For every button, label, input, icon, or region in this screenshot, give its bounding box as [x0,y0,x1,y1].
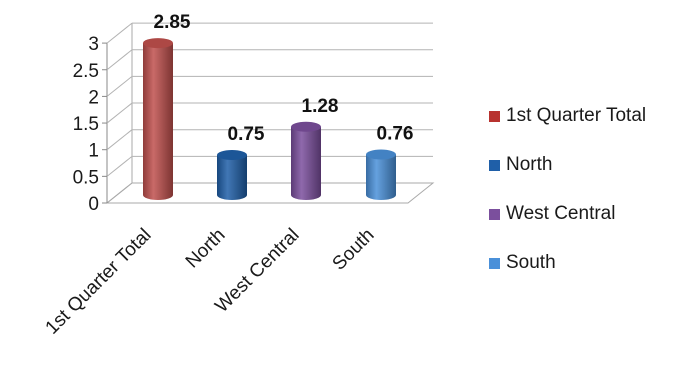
gridlines [106,22,433,177]
bar-west-central [291,121,321,200]
y-axis-ticks: 0 0.5 1 1.5 2 2.5 3 [73,34,107,215]
x-tick-label: 1st Quarter Total [42,225,156,339]
bar-body [143,43,173,200]
floor [105,182,435,204]
y-tick-label: 2.5 [73,61,99,82]
legend-label: North [506,154,553,175]
legend-swatch [489,110,500,122]
legend: 1st Quarter Total North West Central Sou… [489,104,697,300]
legend-swatch [489,159,500,171]
bar-1st-quarter-total [143,38,173,200]
legend-item-west-central: West Central [489,202,697,226]
y-tick-label: 2 [88,87,99,108]
bar-top [366,149,396,160]
legend-item-1st-quarter-total: 1st Quarter Total [489,104,697,128]
gridline-side [106,22,133,44]
y-tick-label: 1.5 [73,114,99,135]
bars [143,38,396,200]
bar-north [217,150,247,200]
bar-body [291,126,321,200]
gridline-side [106,102,133,124]
data-labels: 2.85 0.75 1.28 0.76 [154,12,414,145]
x-tick-label: North [182,225,230,273]
x-tick-label: South [329,225,379,275]
gridline-side [106,129,133,151]
y-tick-label: 3 [88,34,99,55]
bar-top [217,150,247,161]
data-label: 2.85 [154,12,191,33]
legend-swatch [489,208,500,220]
y-tick-label: 0 [88,194,99,215]
bar-body [217,155,247,200]
gridline-side [106,49,133,71]
data-label: 0.75 [228,124,265,145]
legend-item-north: North [489,153,697,177]
legend-label: 1st Quarter Total [506,105,647,126]
legend-item-south: South [489,251,697,275]
y-tick-label: 0.5 [73,167,99,188]
gridline-side [106,76,133,97]
gridline-side [106,155,133,177]
data-label: 1.28 [302,96,339,117]
bar-body [366,154,396,200]
y-tick-label: 1 [88,141,99,162]
legend-label: South [506,252,556,273]
data-label: 0.76 [377,123,414,144]
bar-south [366,149,396,200]
legend-label: West Central [506,203,616,224]
legend-swatch [489,257,500,269]
bar-top [143,38,173,49]
bar-top [291,121,321,132]
